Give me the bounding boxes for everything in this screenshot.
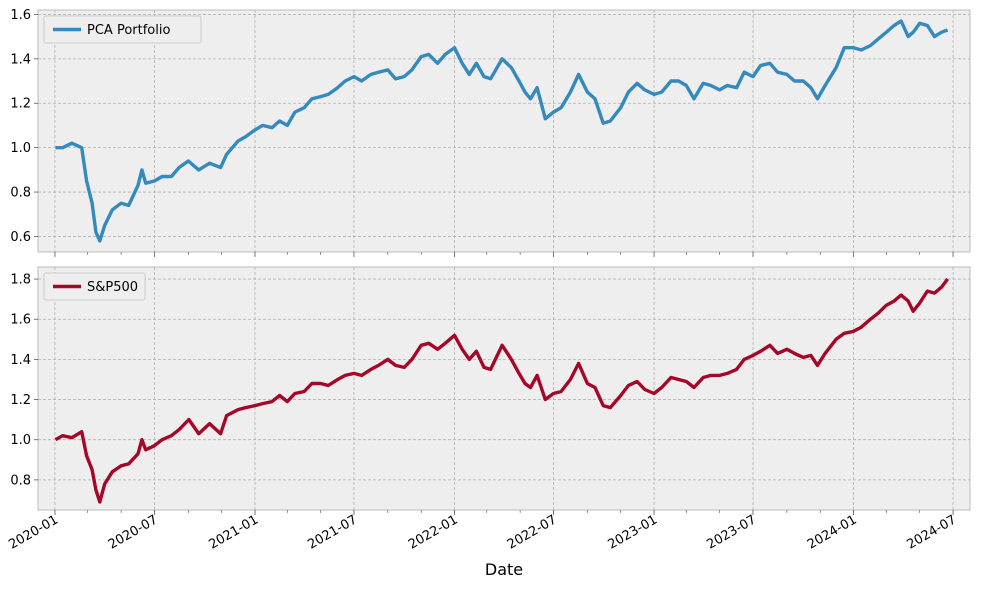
bottom-panel: 0.8 1.0 1.2 1.4 1.6 1.8 S&P500 <box>10 266 971 515</box>
legend-box <box>43 272 146 301</box>
y-tick-label: 1.2 <box>10 97 31 112</box>
x-tick-label: 2024-07 <box>905 512 960 552</box>
top-panel: 0.6 0.8 1.0 1.2 1.4 1.6 PCA Portfolio <box>10 8 971 257</box>
y-tick-label: 1.4 <box>10 353 31 368</box>
x-tick-label: 2022-01 <box>406 512 461 552</box>
legend-label: PCA Portfolio <box>87 23 170 38</box>
x-tick-label: 2022-07 <box>505 512 560 552</box>
x-tick-label: 2020-07 <box>106 512 161 552</box>
legend: S&P500 <box>43 272 146 301</box>
legend-label: S&P500 <box>87 280 138 295</box>
x-tick-label: 2023-01 <box>605 512 660 552</box>
y-tick-label: 0.8 <box>10 473 31 488</box>
y-tick-label: 0.8 <box>10 186 31 201</box>
y-tick-label: 1.8 <box>10 273 31 288</box>
series-line <box>55 19 949 243</box>
x-axis: 2020-01 2020-07 2021-01 2021-07 2022-01 2022-… <box>6 512 959 552</box>
plot-area <box>37 9 971 253</box>
x-tick-label: 2024-01 <box>805 512 860 552</box>
x-tick-label: 2021-01 <box>206 512 261 552</box>
plot-area <box>37 266 971 511</box>
x-tick-label: 2020-01 <box>6 512 61 552</box>
y-tick-label: 1.4 <box>10 52 31 67</box>
x-axis-label: Date <box>485 560 523 579</box>
series-line <box>54 277 949 504</box>
grid <box>38 267 970 510</box>
y-axis: 0.8 1.0 1.2 1.4 1.6 1.8 <box>10 273 38 488</box>
legend: PCA Portfolio <box>43 15 202 44</box>
y-axis: 0.6 0.8 1.0 1.2 1.4 1.6 <box>10 8 38 245</box>
y-tick-label: 1.6 <box>10 8 31 23</box>
y-tick-label: 1.6 <box>10 313 31 328</box>
y-tick-label: 0.6 <box>10 230 31 245</box>
legend-box <box>43 15 202 44</box>
x-tick-label: 2021-07 <box>305 512 360 552</box>
x-tick-label: 2023-07 <box>704 512 759 552</box>
y-tick-label: 1.2 <box>10 393 31 408</box>
y-tick-label: 1.0 <box>10 141 31 156</box>
y-tick-label: 1.0 <box>10 433 31 448</box>
